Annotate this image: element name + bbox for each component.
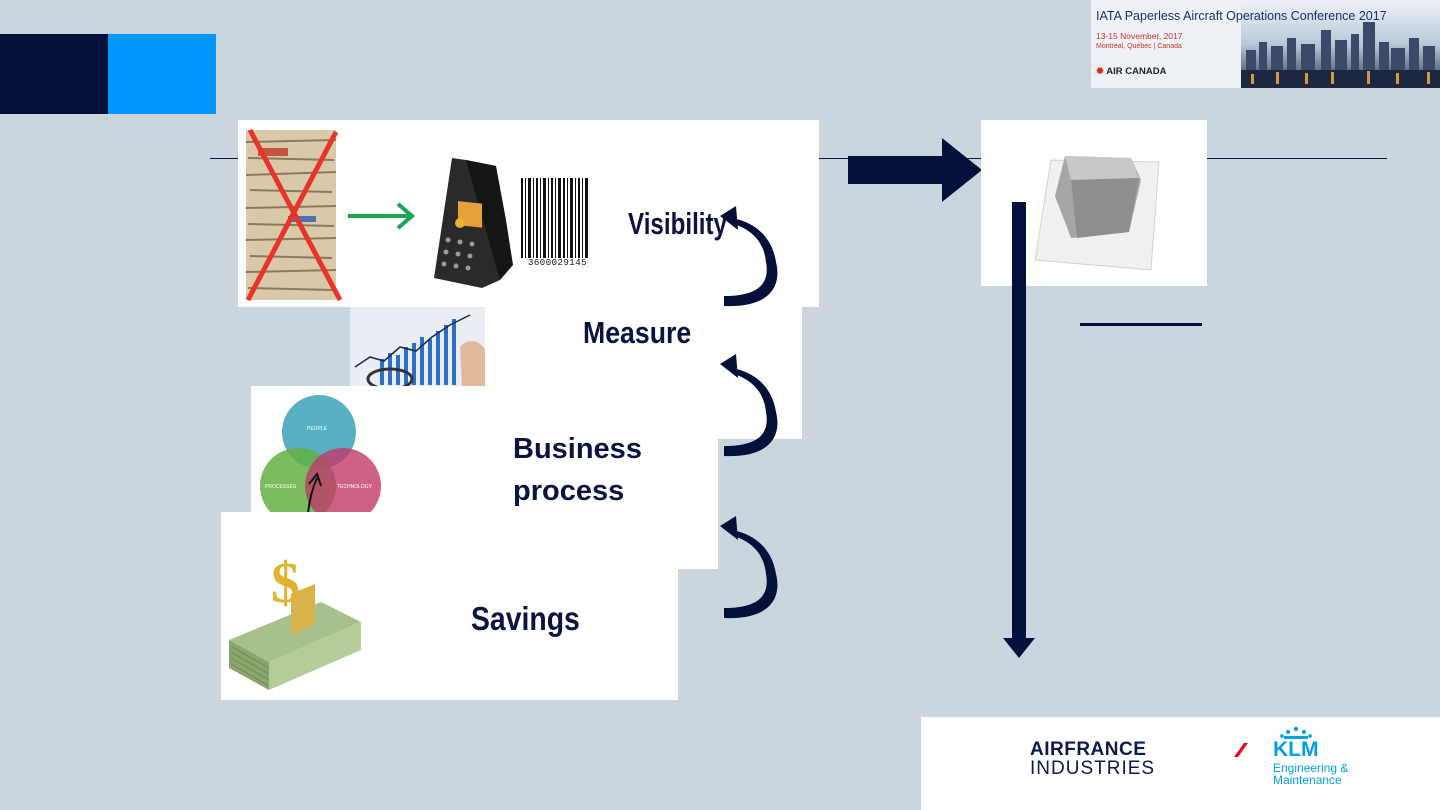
venn-people-text: PEOPLE <box>307 426 328 432</box>
cycle-arrows <box>720 206 778 619</box>
klm-crown-icon <box>1280 726 1312 739</box>
maple-leaf-icon: ✹ <box>1096 66 1104 77</box>
klm-engineering-text: Engineering & <box>1273 761 1349 775</box>
bar-chart-photo <box>350 307 485 387</box>
klm-text: KLM <box>1273 738 1319 761</box>
down-arrow-icon <box>1003 202 1035 658</box>
afi-klm-logo: AIRFRANCE INDUSTRIES KLM Engineering & M… <box>921 717 1440 810</box>
title-block-dark <box>0 34 108 114</box>
venn-processes-text: PROCESSES <box>265 484 297 490</box>
curved-arrow-icon-1 <box>720 206 778 307</box>
right-arrow-icon <box>848 138 982 202</box>
handheld-scanner-icon <box>434 158 513 288</box>
title-block-blue <box>108 34 216 114</box>
barcode-number: 3600029145 <box>528 258 588 268</box>
step-measure-label: Measure <box>583 315 692 350</box>
green-arrow-icon <box>348 202 416 230</box>
money-stack-image: $ <box>229 550 361 690</box>
step-business-process-label: Business process <box>513 433 642 507</box>
air-canada-logo: ✹ AIR CANADA <box>1096 66 1166 77</box>
sensor-device-image <box>1034 156 1160 271</box>
paper-to-scanner-illustration <box>245 128 588 302</box>
airfrance-stripe-icon <box>1234 743 1248 757</box>
visibility-panel: 3600029145 Visibility <box>238 120 819 307</box>
air-canada-text: AIR CANADA <box>1106 66 1167 77</box>
conference-banner: IATA Paperless Aircraft Operations Confe… <box>1091 0 1440 88</box>
conference-title: IATA Paperless Aircraft Operations Confe… <box>1096 9 1387 23</box>
red-cross-icon <box>245 128 343 302</box>
airfrance-text: AIRFRANCE <box>1030 739 1147 760</box>
industries-text: INDUSTRIES <box>1030 758 1156 779</box>
venn-technology-text: TECHNOLOGY <box>337 484 373 490</box>
klm-maintenance-text: Maintenance <box>1273 773 1342 787</box>
step-savings-label: Savings <box>471 600 580 637</box>
curved-arrow-icon-3 <box>720 516 778 619</box>
barcode-icon <box>521 178 588 258</box>
svg-text:$: $ <box>271 550 300 615</box>
curved-arrow-icon-2 <box>720 354 778 457</box>
city-skyline-image <box>1241 0 1440 88</box>
subtitle-rule <box>1080 323 1202 326</box>
savings-panel: $ Savings <box>221 512 678 700</box>
conference-location: Montréal, Québec | Canada <box>1096 43 1182 50</box>
step-visibility-label: Visibility <box>628 206 727 241</box>
conference-dates: 13-15 November, 2017 <box>1096 31 1183 41</box>
